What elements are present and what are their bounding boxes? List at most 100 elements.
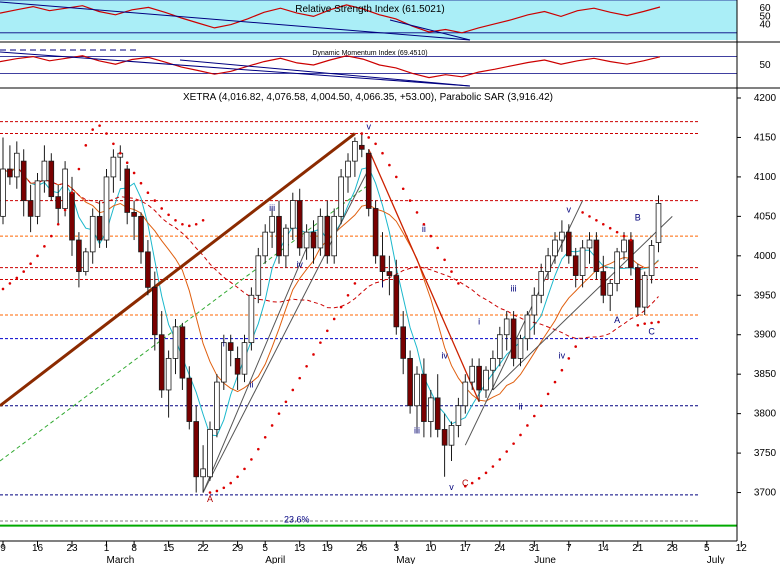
sar-dot (650, 321, 653, 325)
sar-dot (401, 187, 405, 191)
sar-dot (257, 447, 260, 451)
sar-dot (105, 132, 108, 135)
candle-body (34, 180, 41, 217)
sar-dot (1, 287, 5, 291)
sar-dot (629, 238, 633, 242)
wave-label: ii (249, 380, 253, 390)
candle-body (655, 203, 662, 243)
candle-body (331, 215, 337, 257)
candle-body (283, 227, 289, 257)
sar-dot (50, 234, 53, 238)
sar-dot (188, 224, 191, 228)
sar-dot (146, 191, 150, 194)
wave-label: v (567, 204, 572, 214)
sar-dot (429, 234, 433, 238)
wave-label: iv (296, 260, 303, 270)
slow-moving-average (2, 165, 659, 402)
sar-dot (484, 471, 488, 475)
rsi-title: Relative Strength Index (61.5021) (295, 4, 445, 15)
sar-dot (63, 208, 67, 212)
candle-body (469, 365, 475, 383)
sar-dot (608, 226, 612, 230)
candle-body (110, 156, 117, 178)
x-tick-label: 28 (667, 543, 679, 554)
x-tick-label: 8 (131, 543, 137, 554)
sar-dot (22, 270, 26, 273)
sar-dot (201, 219, 205, 222)
x-tick-label: 24 (494, 543, 506, 554)
candle-body (145, 251, 151, 288)
black-trend-line-3 (464, 200, 584, 446)
sar-dot (167, 213, 170, 217)
rsi-y-tick-label: 40 (759, 20, 771, 31)
sar-dot (229, 481, 232, 485)
sar-dot (622, 234, 626, 238)
candle-body (76, 239, 82, 272)
sar-dot (160, 207, 163, 210)
candle-body (614, 251, 620, 284)
candle-body (103, 176, 110, 241)
candle-body (483, 369, 489, 391)
sar-dot (112, 142, 115, 146)
price-y-tick-label: 4200 (754, 93, 777, 104)
x-month-label: July (707, 555, 725, 564)
candle-body (490, 357, 496, 371)
black-trend-line-2 (202, 247, 308, 493)
price-y-tick-label: 3800 (754, 409, 777, 420)
dmi-title: Dynamic Momentum Index (69.4510) (312, 50, 427, 57)
candle-body (96, 215, 103, 241)
sar-dot (560, 368, 564, 372)
sar-dot (657, 320, 660, 324)
rsi-panel: Relative Strength Index (61.5021) (0, 0, 737, 41)
wave-label: i (382, 279, 384, 289)
sar-dot (436, 246, 440, 250)
sar-dot (250, 458, 253, 461)
candle-body (89, 215, 96, 253)
wave-label: iv (559, 350, 566, 360)
sar-dot (643, 322, 646, 325)
x-tick-label: 31 (529, 543, 541, 554)
sar-dot (498, 458, 502, 461)
x-tick-label: 15 (163, 543, 175, 554)
sar-dot (574, 345, 577, 348)
x-tick-label: 14 (598, 543, 610, 554)
price-y-tick-label: 3750 (754, 448, 777, 459)
candle-body (69, 192, 75, 241)
x-month-label: May (396, 555, 415, 564)
candle-body (179, 326, 186, 379)
fibonacci-label: 23.6% (284, 515, 310, 525)
candle-body (579, 247, 586, 276)
candle-body (400, 326, 406, 359)
sar-dot (346, 293, 350, 297)
wave-label: v (449, 482, 454, 492)
x-tick-label: 1 (104, 543, 110, 554)
candle-body (434, 397, 441, 430)
price-y-tick-label: 4050 (754, 211, 777, 222)
candle-body (352, 140, 358, 162)
sar-dot (422, 222, 426, 226)
wave-label: C (462, 478, 469, 488)
dmi-line (0, 55, 661, 79)
x-tick-label: 12 (736, 543, 748, 554)
sar-dot (615, 230, 619, 234)
candle-body (48, 160, 55, 198)
x-month-label: April (265, 555, 285, 564)
candle-body (20, 160, 27, 201)
sar-dot (491, 465, 495, 468)
candle-body (13, 152, 20, 178)
x-tick-label: 9 (0, 543, 6, 554)
price-y-tick-label: 3700 (754, 488, 777, 499)
candle-body (621, 239, 627, 253)
x-tick-label: 19 (322, 543, 334, 554)
sar-dot (284, 400, 288, 404)
sar-dot (408, 199, 412, 202)
candle-body (7, 168, 13, 178)
candle-body (207, 429, 213, 478)
candle-body (358, 144, 365, 150)
candle-body (517, 338, 524, 359)
sar-dot (222, 486, 226, 490)
sar-dot (332, 317, 336, 321)
sar-dot (470, 481, 474, 485)
sar-dot (312, 353, 315, 356)
sar-dot (360, 132, 364, 135)
